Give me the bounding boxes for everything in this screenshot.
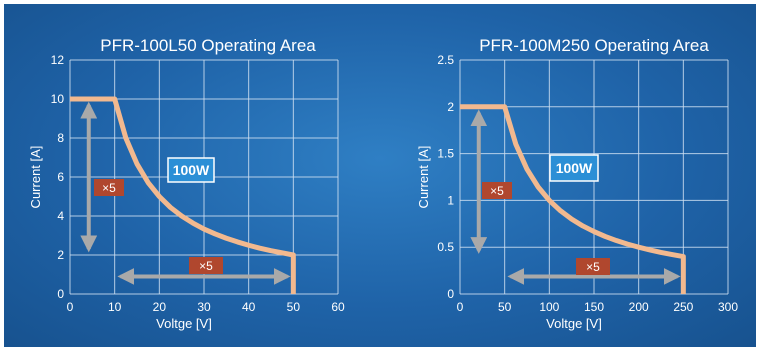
current-factor-label: ×5 <box>490 184 504 198</box>
power-label-box <box>167 157 215 183</box>
x-tick-label: 250 <box>673 300 693 314</box>
y-tick-label: 0 <box>57 287 64 301</box>
x-tick-label: 100 <box>539 300 559 314</box>
y-tick-label: 1 <box>447 193 454 207</box>
x-tick-label: 30 <box>197 300 211 314</box>
power-label-box <box>549 154 599 182</box>
voltage-factor-label: ×5 <box>199 259 213 273</box>
x-tick-label: 200 <box>629 300 649 314</box>
x-tick-label: 60 <box>331 300 345 314</box>
y-tick-label: 12 <box>51 53 65 67</box>
voltage-factor-label: ×5 <box>586 260 600 274</box>
x-tick-label: 10 <box>108 300 122 314</box>
y-axis-label: Current [A] <box>28 146 43 209</box>
x-tick-label: 300 <box>718 300 738 314</box>
x-tick-label: 50 <box>498 300 512 314</box>
current-factor-label: ×5 <box>102 181 116 195</box>
x-tick-label: 40 <box>242 300 256 314</box>
chart-2: PFR-100M250 Operating Area 0 50 100 150 200 25… <box>416 36 738 331</box>
power-label: 100W <box>173 162 210 178</box>
y-tick-label: 0.5 <box>437 240 454 254</box>
operating-area-curve <box>70 96 296 294</box>
y-tick-label: 6 <box>57 170 64 184</box>
x-axis-label: Voltge [V] <box>546 316 602 331</box>
x-tick-label: 150 <box>584 300 604 314</box>
x-tick-label: 50 <box>287 300 301 314</box>
y-tick-label: 4 <box>57 209 64 223</box>
power-label: 100W <box>556 160 593 176</box>
x-tick-label: 20 <box>153 300 167 314</box>
chart-title: PFR-100L50 Operating Area <box>100 36 316 55</box>
x-axis-label: Voltge [V] <box>156 316 212 331</box>
chart-1: PFR-100L50 Operating Area 0 10 20 30 40 50 60 0 2… <box>28 36 345 331</box>
y-tick-label: 2 <box>57 248 64 262</box>
y-tick-label: 10 <box>51 92 65 106</box>
y-tick-label: 2.5 <box>437 53 454 67</box>
y-tick-label: 1.5 <box>437 147 454 161</box>
chart-title: PFR-100M250 Operating Area <box>479 36 709 55</box>
x-tick-label: 0 <box>67 300 74 314</box>
x-tick-label: 0 <box>457 300 464 314</box>
current-factor-box <box>482 182 512 199</box>
current-factor-box <box>94 179 124 196</box>
figure-background: PFR-100L50 Operating Area 0 10 20 30 40 50 60 0 2… <box>4 4 756 347</box>
voltage-factor-box <box>189 257 223 274</box>
y-tick-label: 8 <box>57 131 64 145</box>
y-tick-label: 0 <box>447 287 454 301</box>
voltage-factor-box <box>576 258 610 275</box>
y-axis-label: Current [A] <box>416 146 431 209</box>
y-tick-label: 2 <box>447 100 454 114</box>
